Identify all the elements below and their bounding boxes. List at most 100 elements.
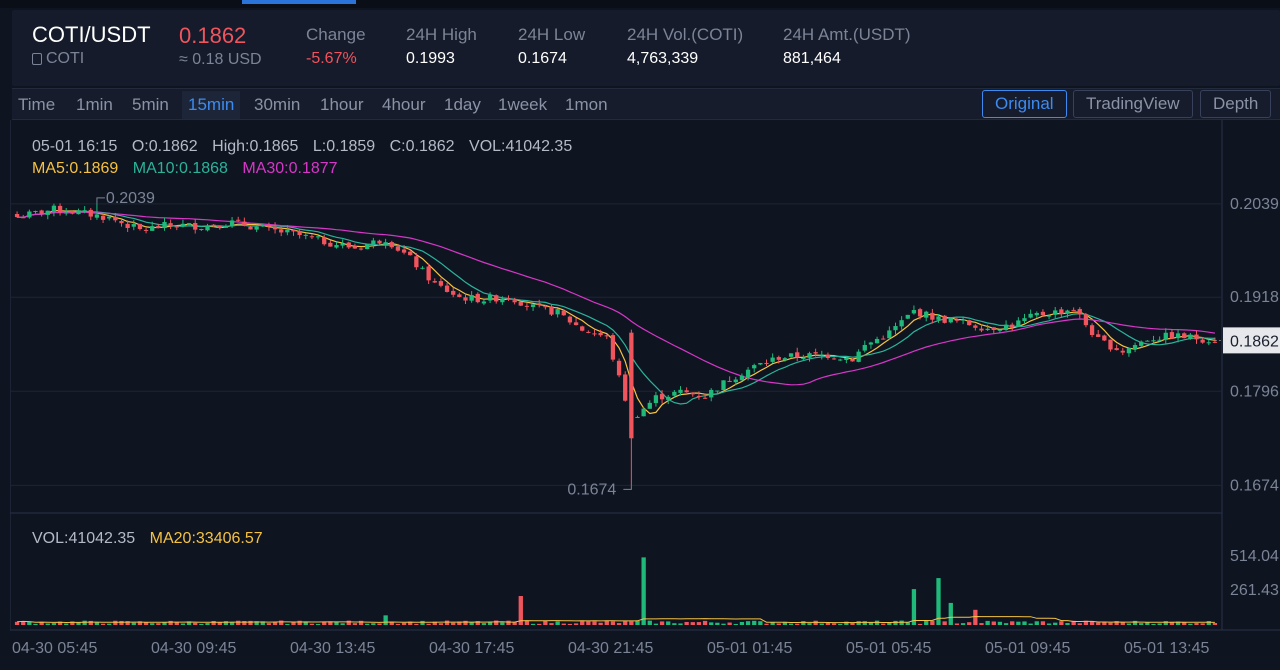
volume-bar — [647, 620, 652, 625]
candle-body — [764, 362, 769, 364]
candle-body — [315, 236, 321, 238]
candle-body — [100, 215, 106, 220]
volume-bar — [340, 623, 345, 625]
volume-bar — [924, 621, 929, 625]
candle-body — [604, 335, 609, 337]
candle-body — [414, 256, 419, 268]
volume-bar — [64, 623, 69, 625]
volume-bar — [131, 622, 136, 625]
volume-bar — [801, 621, 806, 625]
candle-body — [653, 395, 659, 404]
view-original-button[interactable]: Original — [982, 90, 1067, 118]
volume-bar — [113, 620, 118, 625]
volume-bar — [1188, 623, 1193, 625]
candle-body — [487, 295, 493, 301]
volume-bar — [401, 622, 407, 625]
candle-body — [979, 328, 984, 331]
volume-bar — [561, 623, 566, 625]
volume-bar — [487, 621, 493, 625]
timeframe-1day[interactable]: 1day — [444, 95, 481, 114]
volume-bar — [76, 622, 81, 625]
timeframe-30min[interactable]: 30min — [254, 95, 301, 114]
volume-bar — [14, 621, 20, 625]
volume-bar — [266, 623, 272, 625]
timeframe-time[interactable]: Time — [18, 95, 56, 114]
candle-body — [1077, 309, 1082, 315]
volume-bar — [1139, 623, 1144, 625]
timeframe-5min[interactable]: 5min — [132, 95, 169, 114]
candle-body — [365, 244, 370, 250]
volume-bar — [967, 622, 972, 625]
volume-bar — [322, 621, 327, 625]
ticker-header: COTI/USDT COTI 0.1862 ≈ 0.18 USD Change -… — [12, 10, 1280, 86]
volume-bar — [500, 622, 505, 625]
volume-bar — [1059, 621, 1064, 625]
timeframe-15min[interactable]: 15min — [182, 91, 241, 119]
candle-body — [948, 318, 953, 323]
candle-body — [1028, 313, 1033, 318]
pair-name[interactable]: COTI/USDT — [32, 22, 151, 47]
volume-bar — [518, 596, 523, 625]
volume-bar — [653, 623, 659, 625]
volume-bar — [973, 609, 978, 625]
timeframe-1min[interactable]: 1min — [76, 95, 113, 114]
volume-bar — [592, 621, 597, 625]
timeframe-1hour[interactable]: 1hour — [320, 95, 364, 114]
volume-bar — [1114, 621, 1119, 625]
volume-bar — [248, 620, 253, 625]
volume-bar — [1169, 621, 1175, 625]
candle-body — [684, 390, 689, 393]
candle-body — [512, 300, 517, 303]
ma5-line — [17, 209, 1215, 415]
stat-value: 4,763,339 — [627, 50, 699, 67]
timeframe-4hour[interactable]: 4hour — [382, 95, 426, 114]
candle-body — [475, 293, 480, 303]
volume-bar — [51, 623, 57, 625]
volume-bar — [678, 623, 683, 625]
ohlc-legend: 05-01 16:15 O:0.1862 High:0.1865 L:0.185… — [32, 138, 582, 156]
time-tick-label: 05-01 05:45 — [846, 640, 932, 657]
volume-bar — [881, 623, 886, 625]
candle-body — [137, 223, 143, 230]
volume-ma20-line — [17, 615, 1215, 624]
volume-bar — [887, 622, 892, 625]
stat-value: 0.1993 — [406, 50, 455, 67]
candle-body — [506, 298, 511, 300]
candle-body — [1200, 339, 1205, 343]
volume-bar — [764, 623, 769, 625]
timeframe-1week[interactable]: 1week — [498, 95, 548, 114]
volume-tick-label: 514.04 — [1230, 548, 1279, 565]
kline-chart[interactable]: 0.2039 0.1918 0.1796 0.1674 514.04 261.43 0.20… — [10, 120, 1280, 670]
ma30-line — [17, 211, 1215, 386]
timeframe-1mon[interactable]: 1mon — [565, 95, 608, 114]
volume-bar — [610, 621, 616, 625]
candle-body — [57, 205, 63, 213]
candle-body — [831, 358, 837, 360]
candle-body — [942, 315, 947, 323]
time-tick-label: 04-30 09:45 — [151, 640, 237, 657]
volume-bar — [107, 623, 112, 625]
kline-svg[interactable]: 0.2039 0.1918 0.1796 0.1674 514.04 261.43 0.20… — [10, 120, 1280, 670]
candle-body — [494, 295, 499, 302]
candle-body — [960, 319, 966, 321]
candle-body — [862, 344, 867, 351]
candle-body — [702, 397, 708, 399]
candle-body — [76, 210, 81, 215]
volume-bar — [1089, 621, 1095, 625]
view-depth-button[interactable]: Depth — [1200, 90, 1272, 118]
volume-bar — [586, 621, 591, 625]
volume-bar — [1096, 622, 1101, 625]
candle-body — [150, 226, 155, 231]
candle-body — [1151, 340, 1156, 342]
candle-body — [1175, 333, 1181, 339]
volume-bar — [291, 622, 296, 625]
candle-body — [887, 330, 892, 339]
stat-2: 24H Low 0.1674 — [518, 25, 585, 68]
volume-tick-label: 261.43 — [1230, 582, 1279, 599]
candle-body — [1096, 334, 1101, 337]
candle-body — [322, 237, 327, 245]
volume-bar — [1182, 621, 1187, 625]
view-tradingview-button[interactable]: TradingView — [1073, 90, 1193, 118]
candle-body — [340, 243, 345, 246]
candle-body — [543, 306, 548, 308]
